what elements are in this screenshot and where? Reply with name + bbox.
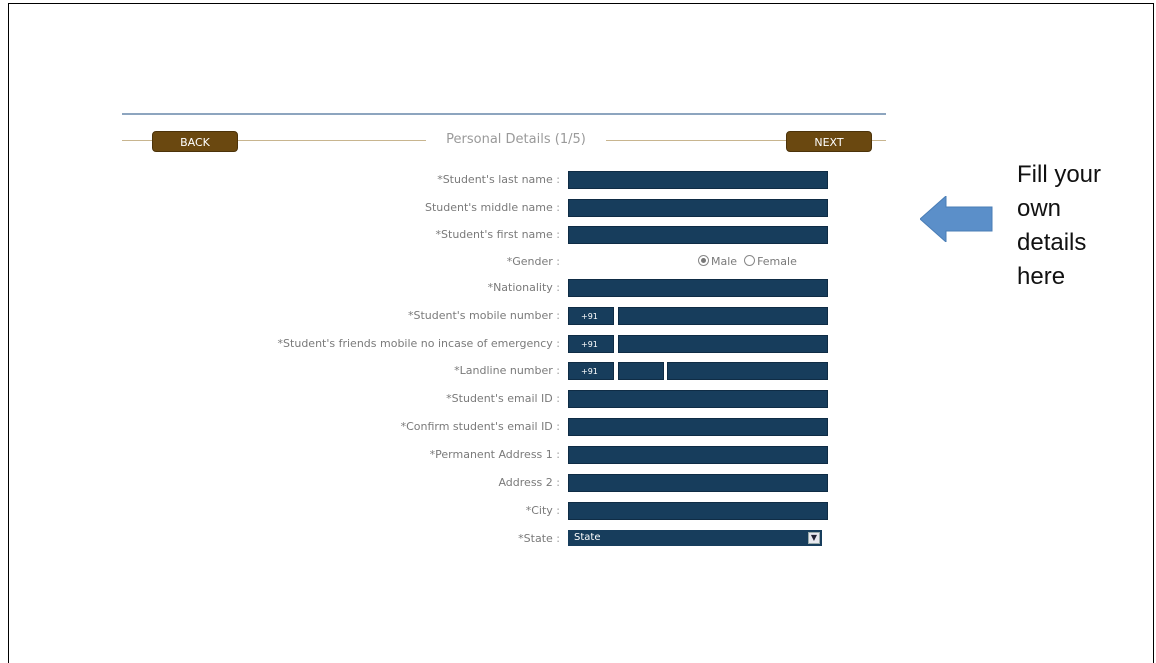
- nationality-input[interactable]: [568, 279, 828, 297]
- last-name-input[interactable]: [568, 171, 828, 189]
- address1-label: *Permanent Address 1 :: [429, 448, 560, 461]
- gender-female-label: Female: [757, 255, 797, 268]
- landline-label: *Landline number :: [454, 364, 560, 377]
- friend-mobile-label: *Student's friends mobile no incase of e…: [277, 337, 560, 350]
- friend-mobile-input[interactable]: [618, 335, 828, 353]
- gender-label: *Gender :: [506, 255, 560, 268]
- state-select[interactable]: State ▼: [568, 530, 822, 546]
- instruction-note: Fill your own details here: [1017, 161, 1102, 290]
- landline-std-input[interactable]: [618, 362, 664, 380]
- city-label: *City :: [525, 504, 560, 517]
- address1-input[interactable]: [568, 446, 828, 464]
- state-select-value: State: [574, 532, 601, 543]
- slide-frame: [8, 3, 1154, 663]
- last-name-label: *Student's last name :: [437, 173, 560, 186]
- nationality-label: *Nationality :: [487, 281, 560, 294]
- gender-male-radio[interactable]: [698, 255, 709, 266]
- address2-label: Address 2 :: [498, 476, 560, 489]
- mobile-label: *Student's mobile number :: [407, 309, 560, 322]
- back-button[interactable]: BACK: [152, 131, 238, 152]
- middle-name-input[interactable]: [568, 199, 828, 217]
- section-title: Personal Details (1/5): [426, 130, 606, 150]
- friend-mobile-country-code: +91: [568, 335, 614, 353]
- gender-male-label: Male: [711, 255, 738, 268]
- first-name-input[interactable]: [568, 226, 828, 244]
- gender-options: Male Female: [698, 253, 797, 271]
- left-arrow-icon: [920, 196, 993, 242]
- next-button[interactable]: NEXT: [786, 131, 872, 152]
- mobile-country-code: +91: [568, 307, 614, 325]
- first-name-label: *Student's first name :: [435, 228, 560, 241]
- confirm-email-label: *Confirm student's email ID :: [400, 420, 560, 433]
- confirm-email-input[interactable]: [568, 418, 828, 436]
- top-divider: [122, 113, 886, 115]
- middle-name-label: Student's middle name :: [424, 201, 560, 214]
- address2-input[interactable]: [568, 474, 828, 492]
- email-label: *Student's email ID :: [446, 392, 560, 405]
- chevron-down-icon[interactable]: ▼: [808, 532, 820, 544]
- landline-country-code: +91: [568, 362, 614, 380]
- gender-female-radio[interactable]: [744, 255, 756, 266]
- email-input[interactable]: [568, 390, 828, 408]
- mobile-input[interactable]: [618, 307, 828, 325]
- city-input[interactable]: [568, 502, 828, 520]
- state-label: *State :: [518, 532, 560, 545]
- landline-number-input[interactable]: [667, 362, 828, 380]
